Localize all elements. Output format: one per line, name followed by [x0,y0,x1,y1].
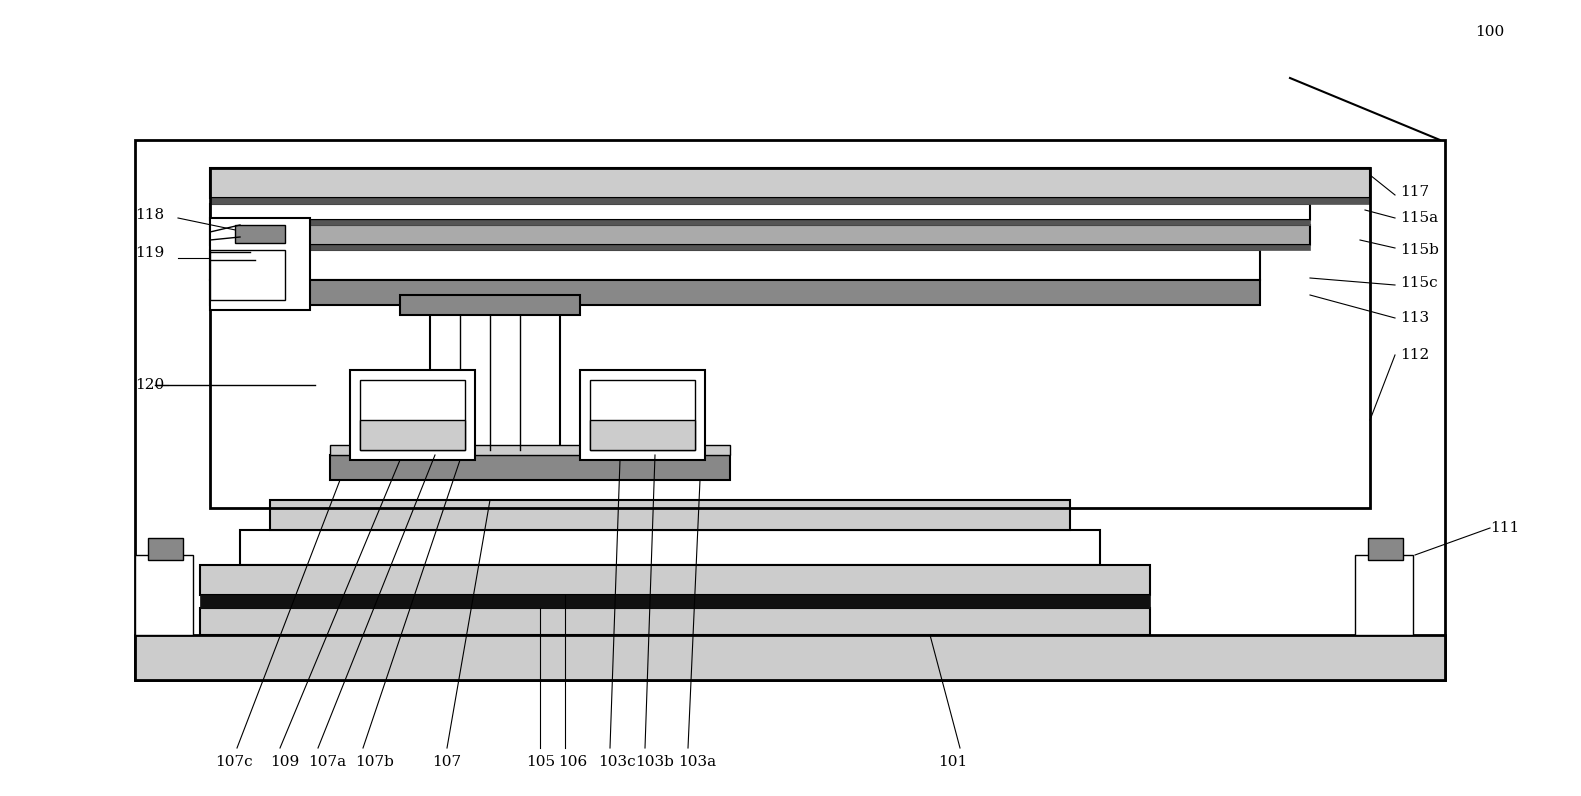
Text: 115b: 115b [1401,243,1439,257]
Text: 103a: 103a [678,755,716,769]
Bar [210,168,1371,508]
Bar [590,380,696,450]
Text: 109: 109 [270,755,299,769]
Bar [134,635,1445,680]
Bar [360,380,465,450]
Text: 119: 119 [134,246,164,260]
Bar [210,204,1311,220]
Text: 115c: 115c [1401,276,1437,290]
Text: 107b: 107b [356,755,394,769]
Text: 105: 105 [526,755,555,769]
Bar [400,295,580,315]
Bar [590,420,696,450]
Bar [330,445,730,455]
Text: 101: 101 [938,755,968,769]
Bar [240,530,1100,565]
Bar [1355,555,1413,635]
Bar [210,198,1371,204]
Bar [210,218,310,310]
Text: 115a: 115a [1401,211,1439,225]
Text: 100: 100 [1475,25,1504,39]
Bar [134,555,193,635]
Bar [210,225,1311,245]
Bar [430,305,560,450]
Bar [201,595,1149,608]
Bar [210,245,1311,250]
Text: 107: 107 [432,755,462,769]
Text: 113: 113 [1401,311,1429,325]
Bar [1368,538,1402,560]
Bar [210,168,1371,198]
Text: 112: 112 [1401,348,1429,362]
Bar [134,140,1445,680]
Bar [330,455,730,480]
Bar [149,538,183,560]
Text: 118: 118 [134,208,164,222]
Bar [210,220,1311,225]
Bar [210,250,285,300]
Bar [580,370,705,460]
Text: 111: 111 [1489,521,1519,535]
Bar [201,565,1149,595]
Text: 117: 117 [1401,185,1429,199]
Bar [236,225,285,243]
Text: 107c: 107c [215,755,253,769]
Text: 106: 106 [558,755,587,769]
Text: 103b: 103b [636,755,674,769]
Bar [210,250,1260,280]
Bar [349,370,474,460]
Text: 107a: 107a [308,755,346,769]
Bar [360,420,465,450]
Bar [201,608,1149,635]
Bar [270,500,1070,530]
Text: 103c: 103c [598,755,636,769]
Text: 120: 120 [134,378,164,392]
Bar [210,280,1260,305]
